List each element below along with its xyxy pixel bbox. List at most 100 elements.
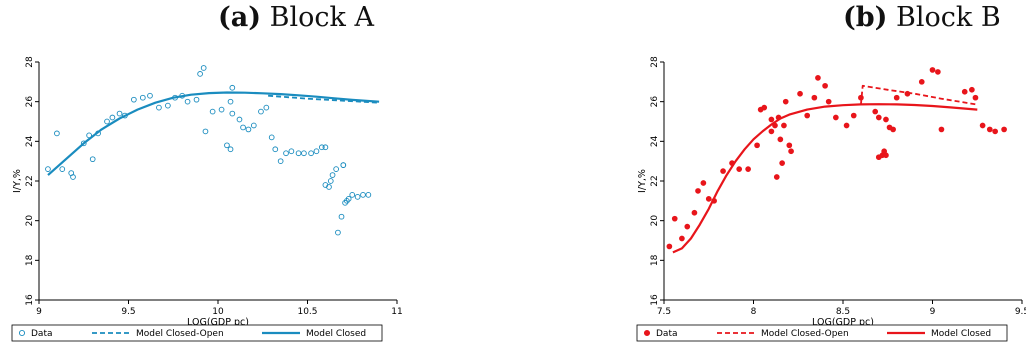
data-point-a	[295, 150, 302, 157]
data-point-a	[283, 150, 289, 157]
legend-label-data-b: Data	[656, 329, 678, 339]
panel-name-b: Block B	[896, 2, 1001, 33]
legend-label-closed-b: Model Closed	[931, 329, 991, 339]
data-point-a	[329, 172, 336, 178]
data-point-a	[365, 192, 372, 198]
x-axis-title-b: LOG(GDP pc)	[812, 317, 874, 328]
data-point-b	[890, 126, 896, 133]
data-point-a	[327, 178, 334, 184]
data-point-b	[893, 94, 900, 101]
data-point-a	[354, 194, 361, 200]
data-point-b	[822, 82, 828, 89]
data-point-a	[80, 140, 87, 147]
model-closed-line-b	[672, 103, 978, 254]
x-tick-label-b: 9	[930, 307, 936, 317]
legend-box-b	[636, 324, 1008, 342]
legend-label-data-a: Data	[31, 329, 53, 339]
data-point-b	[918, 78, 925, 85]
y-tick-label-a: 24	[25, 135, 35, 147]
data-point-b	[691, 209, 698, 216]
data-point-a	[338, 213, 345, 220]
data-point-b	[761, 104, 768, 111]
data-point-a	[345, 196, 352, 202]
data-point-a	[288, 148, 295, 155]
data-point-a	[147, 92, 153, 99]
data-point-b	[929, 67, 936, 73]
y-tick-label-b: 28	[650, 56, 660, 68]
legend-label-closed-open-a: Model Closed-Open	[136, 329, 224, 339]
data-point-a	[184, 98, 191, 105]
x-tick-label-b: 8	[751, 307, 757, 317]
data-point-a	[59, 166, 66, 172]
data-point-a	[268, 134, 275, 141]
data-point-a	[104, 118, 110, 125]
y-tick-label-b: 24	[650, 135, 660, 147]
data-point-b	[938, 126, 945, 133]
data-point-a	[349, 192, 356, 198]
y-tick-label-b: 16	[650, 294, 660, 306]
data-point-b	[804, 112, 811, 119]
data-point-b	[705, 196, 712, 202]
y-tick-label-a: 28	[25, 56, 35, 68]
data-point-a	[227, 98, 234, 105]
x-tick-label-a: 11	[391, 307, 402, 317]
panel-title-b: (b) Block B	[843, 2, 1001, 33]
y-axis-title-b: I/Y,%	[637, 169, 648, 193]
data-point-b	[961, 88, 968, 95]
x-tick-label-a: 9.5	[121, 307, 135, 317]
y-tick-label-a: 26	[25, 96, 35, 108]
x-tick-label-a: 10.5	[297, 307, 317, 317]
legend-label-closed-a: Model Closed	[306, 329, 366, 339]
data-point-b	[768, 128, 775, 135]
data-point-a	[209, 108, 216, 115]
data-point-a	[202, 128, 209, 135]
data-point-b	[782, 98, 789, 105]
legend-box-a	[11, 324, 383, 342]
data-point-a	[301, 150, 307, 157]
data-point-a	[326, 184, 332, 190]
panel-name-a: Block A	[269, 2, 374, 33]
data-point-a	[89, 156, 96, 163]
data-point-a	[193, 96, 200, 103]
data-point-a	[360, 192, 366, 198]
data-point-b	[736, 166, 743, 172]
data-point-a	[54, 130, 60, 137]
data-point-a	[236, 116, 243, 123]
data-point-a	[109, 114, 116, 121]
panel-tag-b: (b)	[843, 2, 888, 33]
data-point-b	[666, 243, 673, 250]
data-point-b	[811, 94, 818, 101]
data-point-a	[218, 106, 225, 113]
x-tick-label-b: 8.5	[836, 307, 850, 317]
data-point-a	[335, 229, 341, 236]
data-point-a	[272, 146, 279, 153]
model-closed-line-a	[47, 91, 380, 176]
data-point-a	[308, 150, 314, 157]
y-tick-label-a: 18	[25, 254, 35, 266]
data-point-b	[872, 108, 879, 115]
data-point-a	[333, 166, 339, 172]
y-axis-title-a: I/Y,%	[12, 169, 23, 193]
data-point-a	[250, 122, 257, 129]
data-point-b	[720, 168, 726, 174]
data-point-b	[850, 112, 857, 119]
data-point-b	[832, 114, 839, 121]
data-point-b	[781, 122, 787, 129]
y-tick-label-b: 22	[650, 175, 660, 186]
data-point-b	[815, 75, 821, 81]
data-point-a	[277, 158, 284, 165]
data-point-a	[227, 146, 234, 153]
data-point-a	[131, 96, 137, 103]
data-point-a	[70, 174, 76, 180]
data-point-b	[768, 116, 775, 123]
data-point-b	[979, 122, 986, 129]
data-point-b	[935, 69, 941, 75]
y-tick-label-a: 16	[25, 294, 35, 306]
data-point-a	[197, 71, 203, 77]
x-tick-label-a: 10	[212, 307, 224, 317]
data-point-b	[684, 223, 691, 230]
data-point-b	[745, 166, 751, 172]
data-point-a	[200, 65, 207, 71]
data-point-b	[972, 94, 979, 101]
